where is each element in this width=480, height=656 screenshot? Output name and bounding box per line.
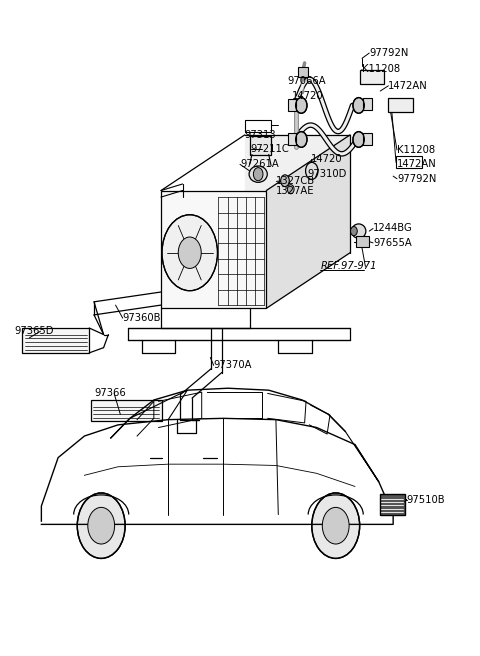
Bar [245, 120, 271, 132]
Bar [250, 136, 271, 155]
Text: 1472AN: 1472AN [388, 81, 428, 91]
Text: K11208: K11208 [362, 64, 400, 74]
Circle shape [350, 226, 357, 236]
Polygon shape [245, 135, 350, 253]
Text: 97370A: 97370A [214, 360, 252, 371]
Text: 14720: 14720 [292, 91, 324, 100]
Circle shape [306, 163, 318, 179]
Text: 97310D: 97310D [307, 169, 347, 179]
Text: 97261A: 97261A [240, 159, 279, 169]
Text: 1327CB: 1327CB [276, 176, 315, 186]
Ellipse shape [249, 166, 267, 182]
Circle shape [253, 168, 263, 180]
Text: 97365D: 97365D [14, 326, 54, 337]
Text: 97066A: 97066A [288, 75, 326, 85]
Text: REF.97-971: REF.97-971 [321, 262, 377, 272]
Text: 1244BG: 1244BG [373, 224, 413, 234]
Text: 97792N: 97792N [397, 174, 436, 184]
Circle shape [162, 215, 217, 291]
Bar [356, 236, 369, 247]
Text: 97366: 97366 [94, 388, 126, 398]
Circle shape [178, 237, 201, 268]
Polygon shape [266, 135, 350, 308]
Text: 97360B: 97360B [123, 313, 161, 323]
Circle shape [281, 174, 289, 186]
Bar [380, 493, 405, 514]
Bar [363, 133, 372, 145]
Ellipse shape [351, 224, 366, 238]
Text: 97211C: 97211C [251, 144, 289, 154]
Bar [388, 98, 413, 112]
Bar [360, 70, 384, 85]
Circle shape [77, 493, 125, 558]
Bar [396, 157, 422, 169]
Text: 97792N: 97792N [369, 48, 408, 58]
Bar [161, 190, 266, 308]
Text: K11208: K11208 [397, 145, 435, 155]
Circle shape [296, 132, 307, 148]
Text: 1327AE: 1327AE [276, 186, 315, 195]
Circle shape [323, 507, 349, 544]
Circle shape [353, 132, 364, 148]
Circle shape [312, 493, 360, 558]
Bar [288, 99, 297, 111]
Circle shape [88, 507, 115, 544]
Text: 97510B: 97510B [407, 495, 445, 504]
Text: 97655A: 97655A [373, 238, 412, 248]
Bar [91, 400, 161, 421]
Text: 1472AN: 1472AN [397, 159, 437, 169]
Bar [299, 68, 308, 77]
Circle shape [288, 184, 294, 194]
Bar [363, 98, 372, 110]
Text: 97313: 97313 [245, 130, 276, 140]
Bar [288, 133, 297, 145]
Text: 14720: 14720 [311, 154, 342, 164]
Bar [22, 328, 89, 353]
Circle shape [296, 98, 307, 113]
Circle shape [353, 98, 364, 113]
